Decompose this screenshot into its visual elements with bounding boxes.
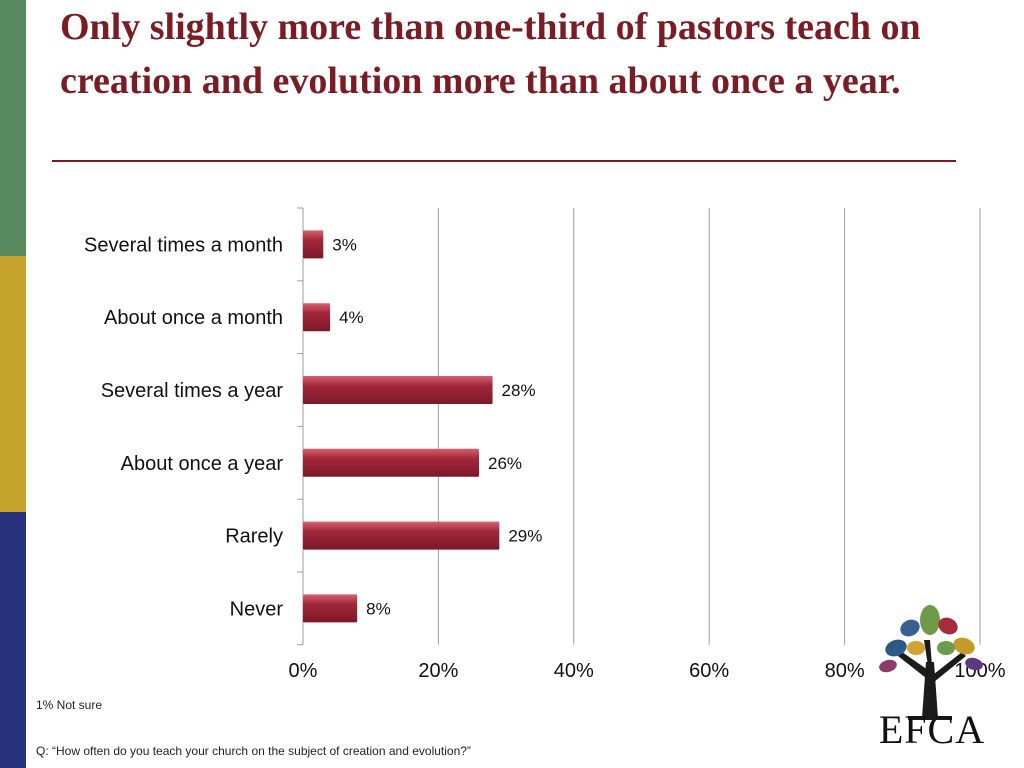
- data-label: 29%: [508, 527, 542, 546]
- side-stripe-green: [0, 0, 26, 256]
- slide-title: Only slightly more than one-third of pas…: [60, 6, 921, 102]
- bar: [303, 521, 500, 550]
- data-label: 28%: [502, 381, 536, 400]
- x-tick-label: 60%: [689, 660, 729, 682]
- category-label: Never: [230, 598, 284, 620]
- not-sure-note: 1% Not sure: [36, 698, 103, 712]
- x-tick-label: 80%: [825, 660, 865, 682]
- side-stripe-gold: [0, 256, 26, 512]
- bar: [303, 230, 324, 259]
- category-label: Several times a year: [101, 380, 284, 402]
- side-stripe-blue: [0, 512, 26, 768]
- bar: [303, 376, 493, 404]
- efca-logo-text: EFCA: [878, 707, 986, 752]
- title-underline: [52, 160, 956, 162]
- category-label: About once a month: [104, 307, 283, 329]
- category-label: Several times a month: [84, 234, 283, 256]
- bar: [303, 303, 331, 332]
- x-tick-label: 20%: [418, 660, 458, 682]
- data-label: 8%: [366, 599, 391, 618]
- x-tick-label: 40%: [554, 660, 594, 682]
- data-label: 4%: [339, 308, 364, 327]
- survey-question: Q: “How often do you teach your church o…: [36, 744, 471, 758]
- bar: [303, 448, 480, 477]
- data-label: 3%: [332, 235, 357, 254]
- x-tick-label: 0%: [289, 660, 318, 682]
- data-label: 26%: [488, 454, 522, 473]
- efca-logo-tree-icon: [879, 605, 983, 720]
- bar: [303, 594, 358, 623]
- category-label: About once a year: [121, 453, 284, 475]
- category-label: Rarely: [225, 526, 283, 548]
